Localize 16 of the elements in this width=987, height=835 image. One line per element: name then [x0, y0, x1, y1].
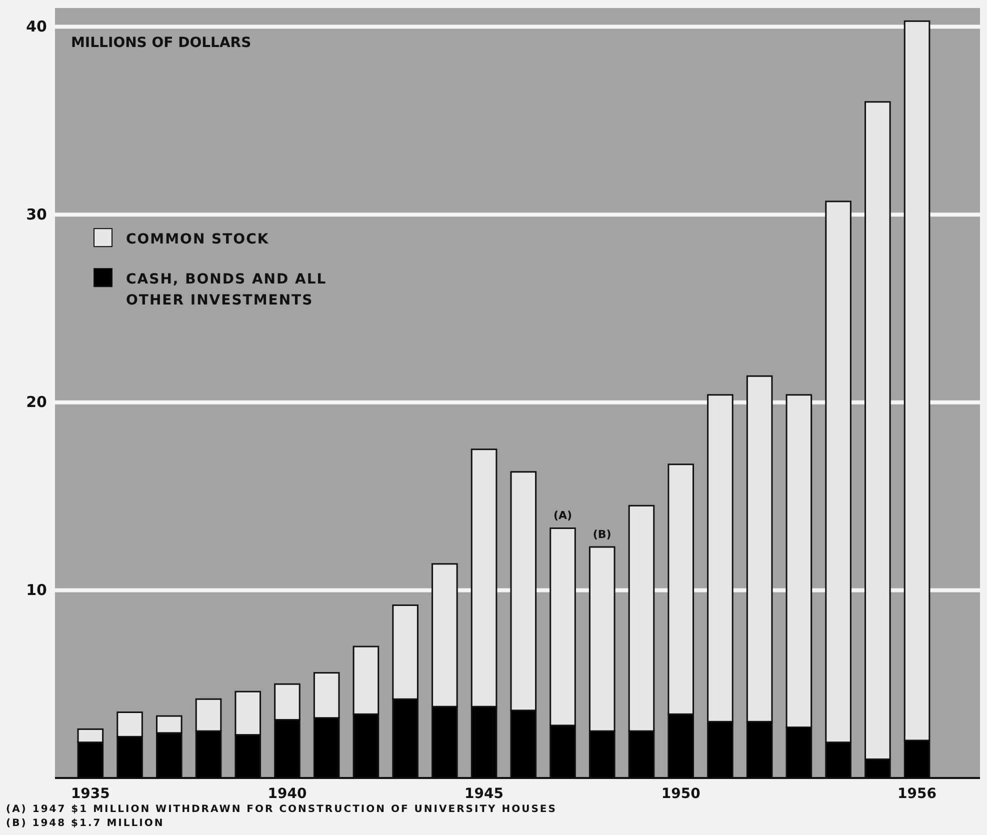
y-tick-label: 40 — [26, 18, 47, 36]
y-tick-label: 10 — [26, 580, 47, 599]
text: (A) 1947 $1 MILLION WITHDRAWN FOR CONSTRUCTION OF UNIVERSITY HOUSES — [6, 804, 557, 815]
annotation: (A) — [553, 509, 572, 522]
y-tick-label: 20 — [26, 393, 47, 412]
annotation: (B) — [592, 528, 612, 541]
x-tick-label: 1945 — [464, 786, 504, 802]
text: (B) 1948 $1.7 MILLION — [6, 818, 164, 829]
x-tick-label: 1950 — [661, 786, 701, 802]
y-axis-title: MILLIONS OF DOLLARS — [71, 34, 252, 51]
x-tick-label: 1935 — [70, 786, 110, 802]
y-tick-label: 30 — [26, 205, 47, 224]
x-tick-label: 1940 — [268, 786, 307, 802]
legend-label: COMMON STOCK — [126, 232, 270, 248]
x-tick-label: 1956 — [898, 786, 937, 802]
legend-label: CASH, BONDS AND ALL OTHER INVESTMENTS — [126, 272, 327, 309]
